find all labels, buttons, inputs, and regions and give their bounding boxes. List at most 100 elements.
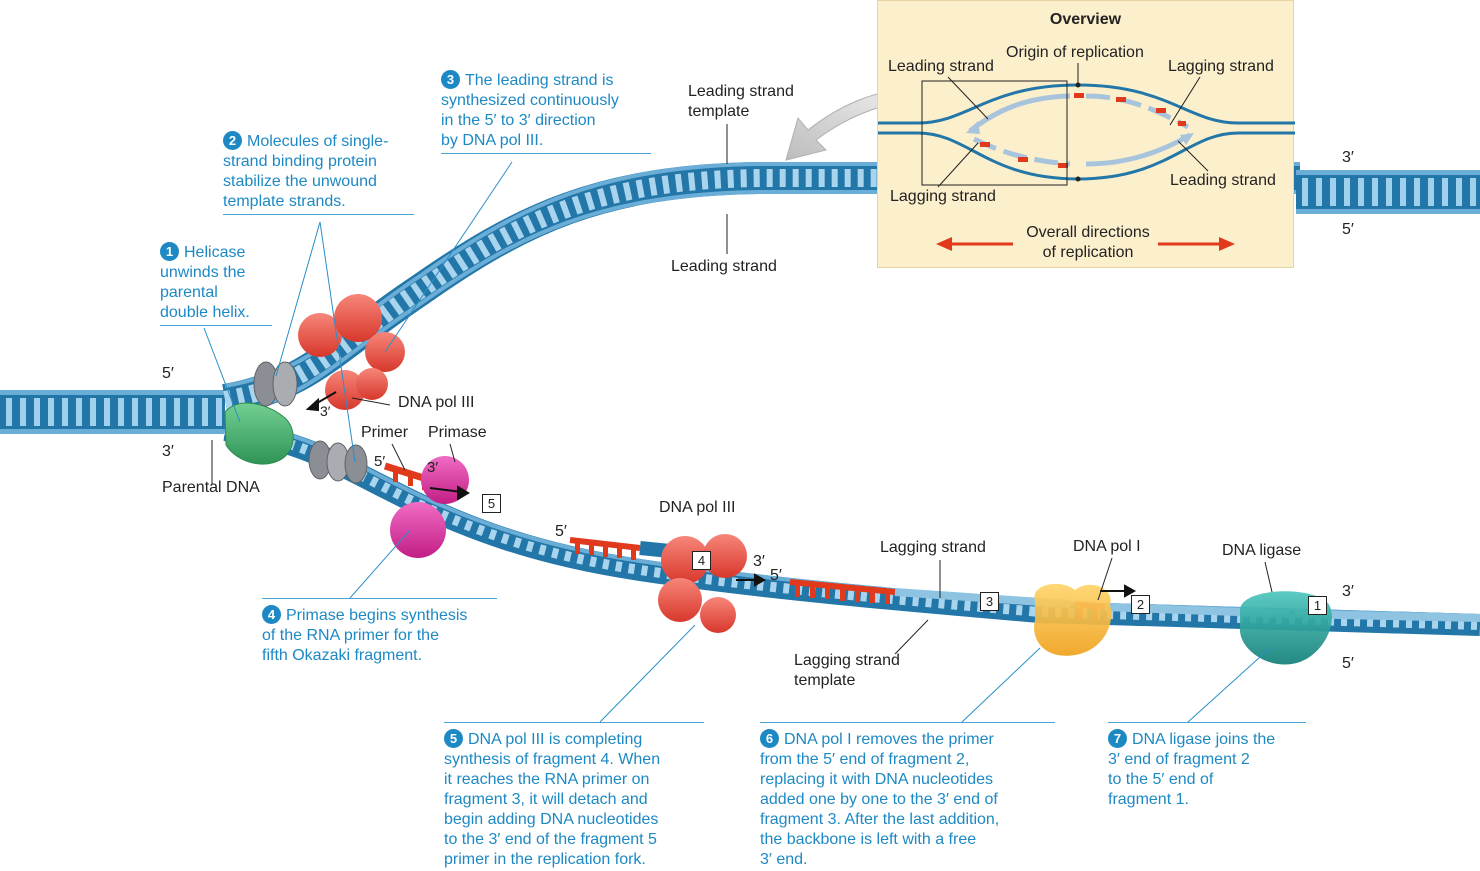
helicase — [224, 402, 294, 465]
step-2-line-2: strand binding protein — [223, 153, 377, 170]
step-2-line-4: template strands. — [223, 193, 346, 210]
step-7-line-4: fragment 1. — [1108, 791, 1189, 808]
overview-panel: Overview Origin of — [877, 0, 1295, 268]
leading-strand-arm — [222, 162, 1300, 416]
overview-directions-line-1: Overall directions — [1026, 224, 1150, 241]
right-duplex-top — [1296, 170, 1480, 214]
step-5-caption: 5 DNA pol III is completing synthesis of … — [444, 722, 704, 870]
fragment-box-5: 5 — [482, 494, 501, 513]
label-3prime-right-top: 3′ — [1342, 149, 1354, 166]
fragment-3-primer — [789, 579, 896, 604]
label-primase: Primase — [428, 424, 487, 441]
step-6-number: 6 — [760, 729, 779, 748]
label-dna-ligase: DNA ligase — [1222, 542, 1302, 559]
label-5prime-right-top: 5′ — [1342, 221, 1354, 238]
step-5-line-2: synthesis of fragment 4. When — [444, 751, 661, 768]
step-2-line-1: Molecules of single- — [247, 133, 389, 150]
step-1-line-4: double helix. — [160, 304, 250, 321]
step-2-caption: 2 Molecules of single- strand binding pro… — [223, 131, 414, 215]
fragment-box-3: 3 — [980, 592, 999, 611]
step-4-line-2: of the RNA primer for the — [262, 627, 439, 644]
label-3prime-frag4: 3′ — [753, 553, 765, 570]
ssb-proteins — [253, 361, 368, 484]
step-1-line-2: unwinds the — [160, 264, 246, 281]
step-5-number: 5 — [444, 729, 463, 748]
label-3prime-primer: 3′ — [427, 459, 439, 476]
step-1-number: 1 — [160, 242, 179, 261]
overview-directions-line-2: of replication — [1042, 244, 1134, 261]
step-4-number: 4 — [262, 605, 281, 624]
label-5prime-right-bottom: 5′ — [1342, 655, 1354, 672]
label-dna-pol-iii-top: DNA pol III — [398, 394, 475, 411]
step-1-line-3: parental — [160, 284, 218, 301]
label-5prime-frag3: 5′ — [770, 567, 782, 584]
step-4-line-3: fifth Okazaki fragment. — [262, 647, 423, 664]
dna-pol-iii-lagging — [658, 534, 747, 633]
direction-arrows — [305, 391, 1137, 598]
lagging-template-line-1: Lagging strand — [794, 652, 900, 669]
step-6-line-1: DNA pol I removes the primer — [784, 731, 994, 748]
label-leading-strand: Leading strand — [671, 258, 777, 275]
step-3-line-4: by DNA pol III. — [441, 132, 544, 149]
leader-lines — [203, 161, 1271, 723]
step-3-line-2: synthesized continuously — [441, 92, 619, 109]
step-5-line-6: to the 3′ end of the fragment 5 — [444, 831, 657, 848]
overview-title: Overview — [1049, 11, 1122, 28]
step-1-caption: 1 Helicase unwinds the parental double he… — [160, 242, 272, 326]
overview-lagging-left-label: Lagging strand — [890, 188, 996, 205]
fragment-4-primer — [569, 537, 641, 560]
label-lagging-strand: Lagging strand — [880, 539, 986, 556]
leading-template-line-2: template — [688, 103, 750, 120]
dna-pol-iii-leading — [298, 294, 405, 410]
parental-duplex — [0, 390, 225, 434]
label-primer: Primer — [361, 424, 409, 441]
step-3-caption: 3 The leading strand is synthesized conti… — [441, 70, 651, 154]
step-6-caption: 6 DNA pol I removes the primer from the 5… — [760, 722, 1055, 870]
step-5-line-1: DNA pol III is completing — [468, 731, 643, 748]
fragment-box-4: 4 — [692, 551, 711, 570]
label-lagging-strand-template: Lagging strand template — [794, 651, 900, 691]
step-7-caption: 7 DNA ligase joins the 3′ end of fragment… — [1108, 722, 1306, 810]
overview-bubble — [878, 63, 1295, 251]
fragment-box-2: 2 — [1131, 595, 1150, 614]
step-6-line-6: the backbone is left with a free — [760, 831, 977, 848]
step-7-line-3: to the 5′ end of — [1108, 771, 1214, 788]
overview-leading-left-label: Leading strand — [888, 58, 994, 75]
dna-pol-i-protein — [1034, 583, 1112, 656]
step-2-line-3: stabilize the unwound — [223, 173, 377, 190]
step-1-line-1: Helicase — [184, 244, 246, 261]
overview-origin-label: Origin of replication — [1006, 44, 1144, 61]
step-7-line-2: 3′ end of fragment 2 — [1108, 751, 1250, 768]
step-3-line-1: The leading strand is — [465, 72, 614, 89]
label-dna-pol-iii-bottom: DNA pol III — [659, 499, 736, 516]
step-4-caption: 4 Primase begins synthesis of the RNA pri… — [262, 598, 497, 666]
step-6-line-2: from the 5′ end of fragment 2, — [760, 751, 970, 768]
step-5-line-7: primer in the replication fork. — [444, 851, 646, 868]
overview-lagging-right-label: Lagging strand — [1168, 58, 1274, 75]
step-5-line-5: begin adding DNA nucleotides — [444, 811, 659, 828]
step-7-number: 7 — [1108, 729, 1127, 748]
step-6-line-4: added one by one to the 3′ end of — [760, 791, 998, 808]
label-5prime-frag4: 5′ — [555, 523, 567, 540]
label-5prime-primer: 5′ — [374, 453, 386, 470]
step-4-line-1: Primase begins synthesis — [286, 607, 468, 624]
label-5prime-left: 5′ — [162, 365, 174, 382]
label-3prime-polIII: 3′ — [320, 403, 331, 419]
lagging-template-line-2: template — [794, 672, 856, 689]
step-6-line-5: fragment 3. After the last addition, — [760, 811, 1000, 828]
label-leading-strand-template: Leading strand template — [688, 82, 794, 122]
step-5-line-4: fragment 3, it will detach and — [444, 791, 648, 808]
label-3prime-left: 3′ — [162, 443, 174, 460]
step-3-number: 3 — [441, 70, 460, 89]
label-dna-pol-i: DNA pol I — [1073, 538, 1141, 555]
leading-template-line-1: Leading strand — [688, 83, 794, 100]
label-3prime-right-bottom: 3′ — [1342, 583, 1354, 600]
step-6-line-7: 3′ end. — [760, 851, 808, 868]
step-2-number: 2 — [223, 131, 242, 150]
step-7-line-1: DNA ligase joins the — [1132, 731, 1276, 748]
label-lines — [211, 124, 1273, 655]
fragment-box-1: 1 — [1308, 596, 1327, 615]
overview-leading-right-label: Leading strand — [1170, 172, 1276, 189]
step-6-line-3: replacing it with DNA nucleotides — [760, 771, 994, 788]
